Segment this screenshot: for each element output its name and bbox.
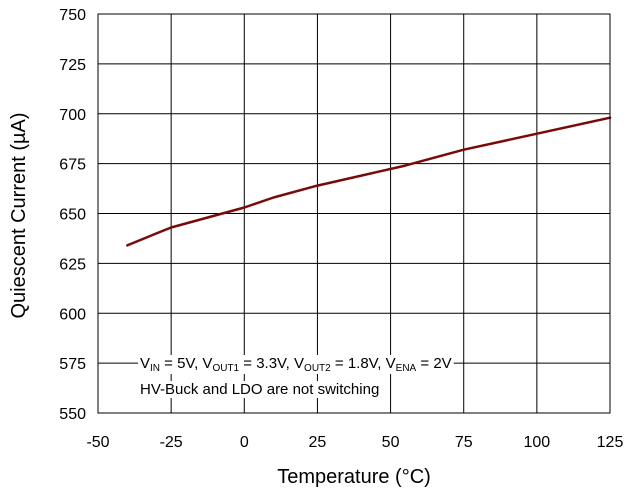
annotation-background — [138, 355, 454, 374]
y-tick-label: 550 — [59, 406, 86, 423]
y-tick-label: 625 — [59, 256, 86, 273]
x-tick-label: -50 — [86, 434, 109, 451]
y-tick-label: 600 — [59, 306, 86, 323]
y-tick-label: 675 — [59, 157, 86, 174]
y-tick-labels: 550 575 600 625 650 675 700 725 750 — [59, 7, 86, 423]
x-tick-label: -25 — [160, 434, 183, 451]
y-tick-label: 575 — [59, 356, 86, 373]
x-axis-title: Temperature (°C) — [277, 466, 431, 488]
y-tick-label: 700 — [59, 107, 86, 124]
x-tick-label: 0 — [240, 434, 249, 451]
y-tick-label: 650 — [59, 207, 86, 224]
series-layer — [126, 116, 612, 247]
x-tick-label: 25 — [309, 434, 327, 451]
grid — [97, 13, 611, 414]
y-tick-label: 750 — [59, 7, 86, 24]
x-tick-label: 100 — [524, 434, 551, 451]
y-axis-title: Quiescent Current (µA) — [8, 112, 30, 318]
annotation-line-2: HV-Buck and LDO are not switching — [140, 381, 379, 398]
series-line-0 — [126, 116, 612, 247]
test-conditions-annotation: VIN = 5V, VOUT1 = 3.3V, VOUT2 = 1.8V, VE… — [138, 355, 454, 398]
annotation-line-1: VIN = 5V, VOUT1 = 3.3V, VOUT2 = 1.8V, VE… — [140, 355, 452, 374]
annotation-background — [138, 381, 382, 398]
y-tick-label: 725 — [59, 57, 86, 74]
x-tick-label: 50 — [382, 434, 400, 451]
x-tick-label: 75 — [455, 434, 473, 451]
x-tick-labels: -50 -25 0 25 50 75 100 125 — [86, 434, 623, 451]
plot-frame — [97, 13, 611, 414]
x-tick-label: 125 — [597, 434, 624, 451]
